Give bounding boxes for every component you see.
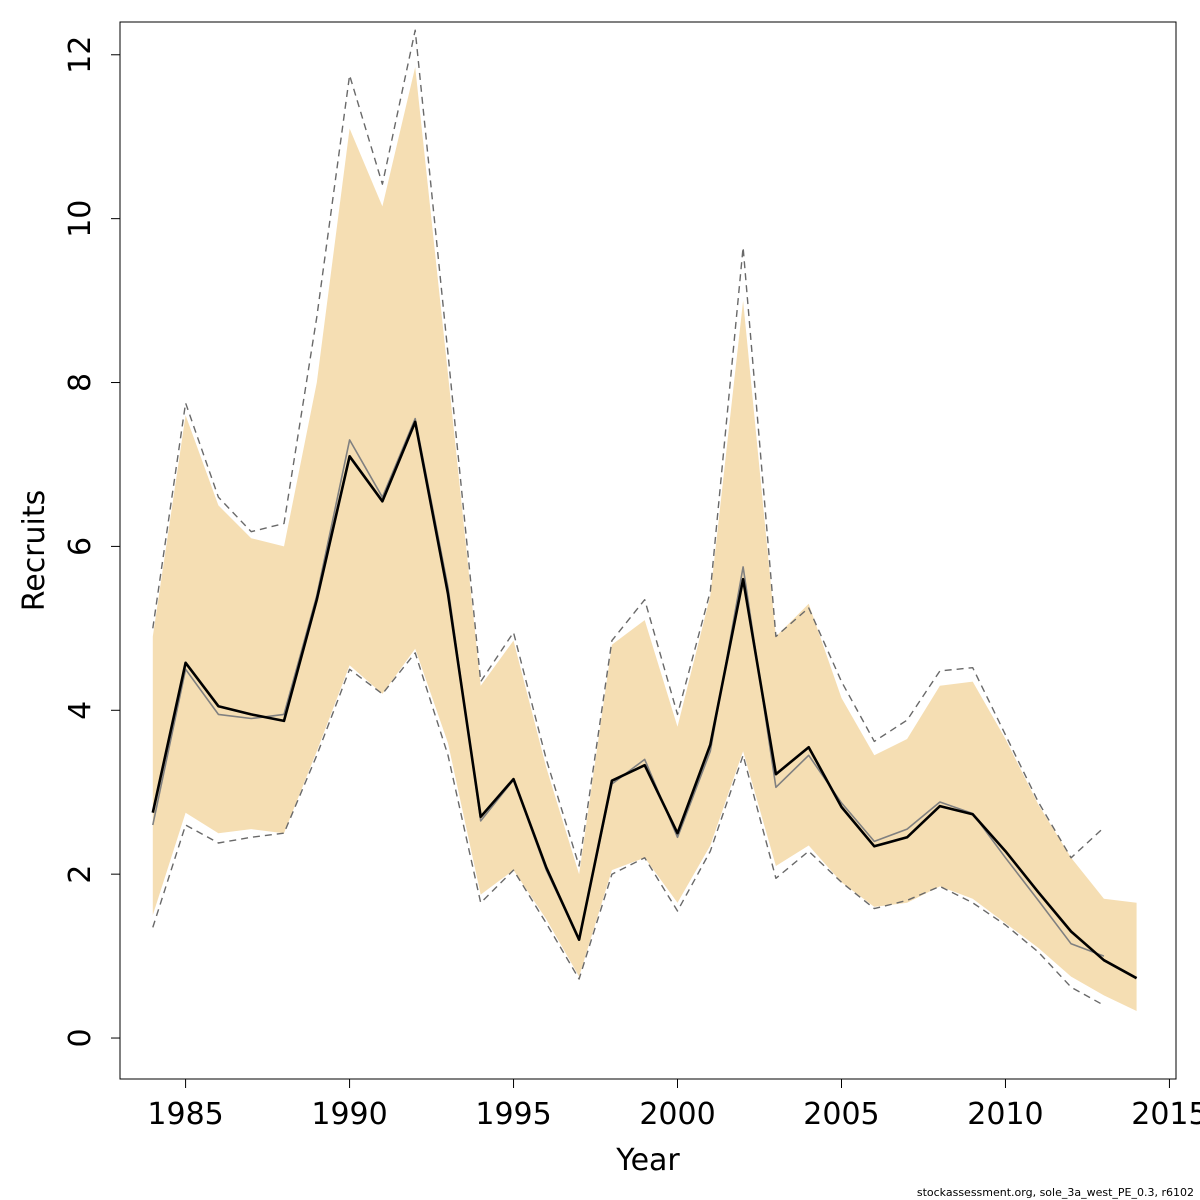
x-tick-label: 2000 (639, 1097, 715, 1132)
y-axis: 0 2 4 6 8 10 12 (63, 36, 121, 1048)
x-tick-label: 2015 (1131, 1097, 1200, 1132)
x-tick-label: 1995 (475, 1097, 551, 1132)
confidence-band (152, 67, 1137, 1012)
x-tick-label: 2005 (803, 1097, 879, 1132)
footnote: stockassessment.org, sole_3a_west_PE_0.3… (917, 1186, 1194, 1199)
plot-area (151, 29, 1138, 1012)
y-tick-label: 2 (63, 865, 98, 884)
x-axis: 1985 1990 1995 2000 2005 2010 2015 (147, 1078, 1200, 1132)
series-line-dashed-upper (152, 29, 1105, 867)
x-tick-label: 2010 (967, 1097, 1043, 1132)
y-tick-label: 8 (63, 373, 98, 392)
y-axis-title: Recruits (17, 490, 52, 612)
series-line-dashed-lower (152, 652, 1105, 1006)
x-tick-label: 1985 (147, 1097, 223, 1132)
y-tick-label: 10 (63, 200, 98, 238)
x-tick-label: 1990 (311, 1097, 387, 1132)
series-line-solid-thick (151, 420, 1138, 980)
y-tick-label: 0 (63, 1028, 98, 1047)
x-axis-title: Year (615, 1143, 680, 1178)
y-tick-label: 12 (63, 36, 98, 74)
y-tick-label: 6 (63, 537, 98, 556)
y-tick-label: 4 (63, 701, 98, 720)
